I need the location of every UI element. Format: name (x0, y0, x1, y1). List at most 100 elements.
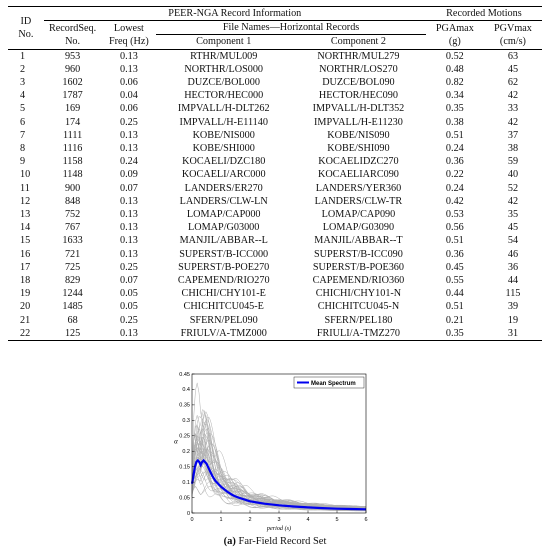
table-cell-freq: 0.07 (119, 182, 138, 194)
table-row: 3 1602 0.06 DUZCE/BOL000 DUZCE/BOL090 0.82 62 (8, 76, 542, 89)
table-cell-pgv: 63 (507, 50, 519, 62)
table-cell-pgv: 42 (507, 90, 519, 102)
table-cell-seq: 953 (64, 50, 81, 62)
record-table: ID No. PEER-NGA Record Information Recor… (8, 5, 542, 342)
freq-header-line1: Lowest (113, 22, 144, 34)
table-cell-pgv: 46 (507, 248, 519, 260)
table-cell-pga: 0.34 (445, 90, 464, 102)
seq-header-line2: No. (65, 35, 81, 47)
table-cell-id: 16 (20, 248, 31, 260)
record-curve (191, 426, 366, 509)
table-row: 22 125 0.13 FRIULV/A-TMZ000 FRIULI/A-TMZ270 0… (8, 326, 542, 342)
spectrum-chart: 0 1 2 3 4 5 6 0 0.05 0.1 0.15 0.2 0.25 0.3 0.35 0.4 0.45… (174, 372, 367, 532)
table-cell-c2: CHICHI/CHY101-N (315, 288, 402, 300)
table-cell-freq: 0.04 (119, 90, 138, 102)
table-cell-pga: 0.82 (445, 77, 464, 89)
table-cell-id: 15 (20, 235, 31, 247)
table-cell-c2: NORTHR/MUL279 (317, 50, 400, 62)
table-row: 4 1787 0.04 HECTOR/HEC000 HECTOR/HEC090 0.34 4… (8, 89, 542, 102)
table-cell-c2: KOCAELIDZC270 (318, 156, 399, 168)
table-cell-c2: MANJIL/ABBAR--T (314, 235, 403, 247)
table-cell-id: 7 (20, 129, 26, 141)
table-cell-id: 6 (20, 116, 26, 128)
table-cell-pga: 0.24 (445, 143, 464, 155)
table-cell-freq: 0.24 (119, 156, 138, 168)
y-tick-label: 0.3 (182, 418, 190, 424)
table-row: 14 767 0.13 LOMAP/G03000 LOMAP/G03090 0.56 45 (8, 221, 542, 234)
table-cell-freq: 0.25 (119, 261, 138, 273)
mean-spectrum-line (190, 458, 367, 511)
table-cell-id: 4 (20, 90, 26, 102)
table-cell-c2: HECTOR/HEC090 (318, 90, 398, 102)
table-cell-seq: 1244 (62, 288, 83, 300)
table-cell-c2: CHICHITCU045-N (317, 301, 400, 313)
table-row: 13 752 0.13 LOMAP/CAP000 LOMAP/CAP090 0.53 35 (8, 208, 542, 221)
table-cell-c2: KOBE/NIS090 (327, 129, 390, 141)
table-cell-id: 17 (20, 261, 31, 273)
y-tick-label: 0.05 (179, 495, 190, 501)
table-cell-seq: 767 (64, 222, 81, 234)
pgv-header-line1: PGVmax (493, 22, 532, 34)
table-cell-id: 8 (20, 143, 26, 155)
table-cell-c1: NORTHR/LOS000 (184, 63, 264, 75)
table-row: 21 68 0.25 SFERN/PEL090 SFERN/PEL180 0.21 19 (8, 314, 542, 327)
record-curve (191, 429, 366, 508)
table-cell-freq: 0.13 (119, 129, 138, 141)
table-cell-id: 13 (20, 209, 31, 221)
x-tick-label: 6 (364, 517, 367, 523)
table-cell-pga: 0.55 (445, 275, 464, 287)
table-cell-pga: 0.36 (445, 156, 464, 168)
id-header-line1: ID (20, 15, 32, 27)
table-cell-c2: NORTHR/LOS270 (319, 63, 398, 75)
id-header: ID No. (8, 6, 44, 50)
table-cell-c1: MANJIL/ABBAR--L (179, 235, 268, 247)
table-cell-seq: 68 (67, 314, 78, 326)
table-cell-c2: KOCAELIARC090 (317, 169, 399, 181)
table-cell-pga: 0.52 (445, 50, 464, 62)
table-cell-c1: HECTOR/HEC000 (184, 90, 264, 102)
freq-header-line2: Freq (Hz) (108, 35, 149, 47)
caption-text: Far-Field Record Set (235, 536, 327, 547)
table-cell-freq: 0.25 (119, 314, 138, 326)
table-cell-id: 19 (20, 288, 31, 300)
table-row: 16 721 0.13 SUPERST/B-ICC000 SUPERST/B-ICC09… (8, 248, 542, 261)
table-cell-seq: 1602 (62, 77, 83, 89)
table-cell-c2: FRIULI/A-TMZ270 (291, 326, 426, 342)
y-axis-label: α (174, 438, 178, 446)
y-tick-label: 0 (187, 511, 190, 517)
table-row: 17 725 0.25 SUPERST/B-POE270 SUPERST/B-POE36… (8, 261, 542, 274)
table-cell-c2: SUPERST/B-ICC090 (313, 248, 403, 260)
table-cell-c2: CAPEMEND/RIO360 (312, 275, 405, 287)
table-cell-c1: LANDERS/ER270 (184, 182, 263, 194)
x-tick-label: 2 (248, 517, 251, 523)
table-cell-c1: DUZCE/BOL000 (187, 77, 260, 89)
table-cell-freq: 0.09 (119, 169, 138, 181)
table-cell-freq: 0.13 (119, 209, 138, 221)
figure-caption: (a) Far-Field Record Set (0, 536, 550, 547)
table-cell-seq: 174 (64, 116, 81, 128)
table-cell-seq: 1633 (62, 235, 83, 247)
y-tick-label: 0.45 (179, 372, 190, 378)
table-cell-pga: 0.51 (445, 301, 464, 313)
table-cell-id: 14 (20, 222, 31, 234)
table-cell-pga: 0.44 (445, 288, 464, 300)
table-cell-freq: 0.13 (101, 326, 157, 342)
x-axis-label: period (s) (266, 525, 291, 532)
table-cell-freq: 0.05 (119, 301, 138, 313)
table-cell-pga: 0.38 (445, 116, 464, 128)
table-row: 20 1485 0.05 CHICHITCU045-E CHICHITCU045-N 0.… (8, 300, 542, 313)
table-cell-pgv: 37 (507, 129, 519, 141)
table-cell-c2: LANDERS/YER360 (315, 182, 402, 194)
comp1-header: Component 1 (156, 34, 292, 50)
x-tick-label: 0 (190, 517, 193, 523)
table-cell-c1: CAPEMEND/RIO270 (177, 275, 270, 287)
pgv-header-line2: (cm/s) (499, 35, 526, 47)
table-cell-c1: RTHR/MUL009 (190, 50, 258, 62)
table-cell-c1: SUPERST/B-ICC000 (179, 248, 269, 260)
table-cell-pgv: 115 (505, 288, 521, 300)
table-cell-c1: KOCAELI/DZC180 (182, 156, 266, 168)
pgv-header: PGVmax (cm/s) (483, 20, 542, 50)
table-row: 19 1244 0.05 CHICHI/CHY101-E CHICHI/CHY101-N… (8, 287, 542, 300)
table-cell-freq: 0.13 (119, 248, 138, 260)
table-cell-c1: LANDERS/CLW-LN (179, 195, 268, 207)
